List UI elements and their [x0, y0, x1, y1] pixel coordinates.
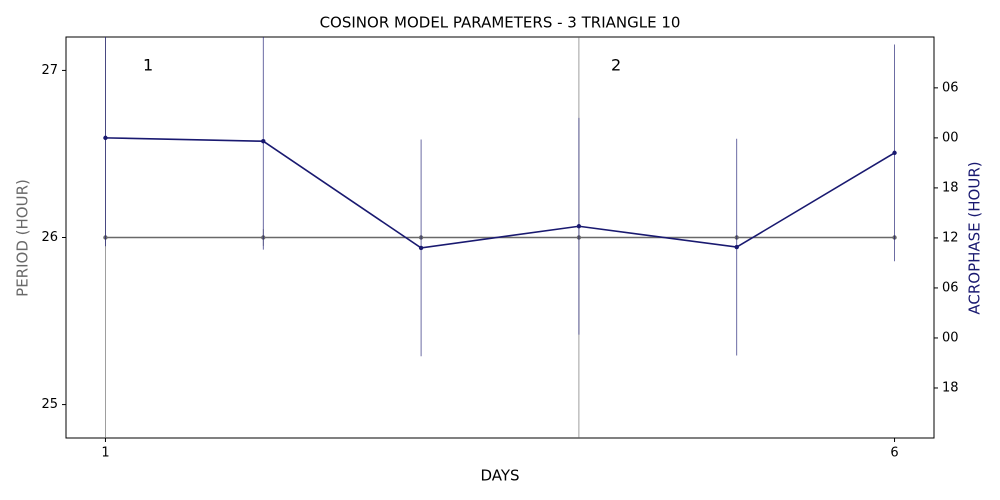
- y-axis-label: PERIOD (HOUR): [14, 179, 32, 297]
- point: [261, 139, 266, 144]
- point: [892, 150, 897, 156]
- y2-tick-label: 12: [942, 230, 959, 245]
- y-tick-label: 25: [41, 397, 58, 412]
- y2-tick-label: 00: [942, 330, 959, 345]
- x-axis-label: DAYS: [480, 467, 519, 485]
- annotation: 1: [143, 56, 153, 75]
- y2-tick-label: 00: [942, 130, 959, 145]
- point: [103, 135, 108, 141]
- y2-tick-label: 18: [942, 180, 959, 195]
- y-tick-label: 26: [41, 230, 58, 245]
- y2-tick-label: 06: [942, 280, 959, 295]
- x-tick-label: 6: [890, 446, 898, 461]
- chart-title: COSINOR MODEL PARAMETERS - 3 TRIANGLE 10: [320, 14, 681, 32]
- y2-tick-label: 06: [942, 80, 959, 95]
- point: [418, 245, 424, 251]
- y-tick-label: 27: [41, 63, 58, 78]
- plot-area: [103, 37, 897, 438]
- y2-tick-label: 18: [942, 380, 959, 395]
- annotation: 2: [611, 56, 621, 75]
- x-tick-label: 1: [101, 446, 109, 461]
- point: [734, 244, 739, 250]
- series-line: [105, 137, 895, 249]
- point: [576, 224, 582, 229]
- y2-axis-label: ACROPHASE (HOUR): [966, 161, 984, 314]
